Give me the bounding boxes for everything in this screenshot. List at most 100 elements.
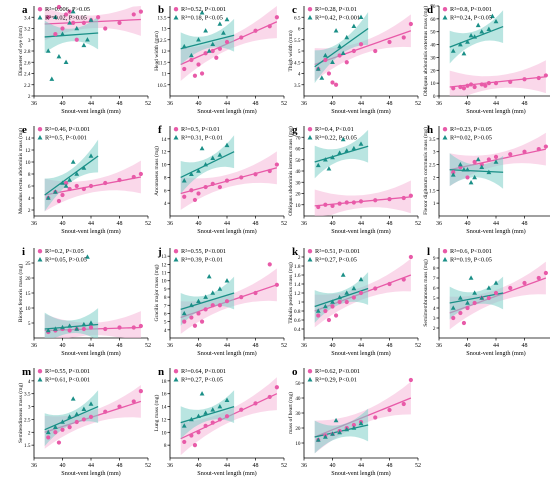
y-tick-label: 4 xyxy=(164,328,167,334)
stats-label: R²=0.05, P>0.05 xyxy=(45,257,87,264)
y-tick-label: 10 xyxy=(161,279,167,285)
x-tick-label: 40 xyxy=(60,221,66,227)
data-point xyxy=(203,28,209,33)
stats-label: R²=0.8, P<0.001 xyxy=(450,6,492,13)
data-point xyxy=(267,262,272,267)
legend-marker xyxy=(442,249,448,254)
y-tick-label: 40 xyxy=(295,396,301,402)
panel-m: 36 40 44 48 52 1.5 2 2.5 3 3.5 4 Snout-vent length … xyxy=(17,366,151,477)
x-tick-label: 48 xyxy=(522,343,528,349)
y-tick-label: 5.5 xyxy=(294,38,301,44)
data-point xyxy=(60,180,65,185)
panel-o: 36 40 44 48 52 10 20 30 40 50 Snout-vent length (m… xyxy=(287,366,421,477)
y-tick-label: 8 xyxy=(164,295,167,301)
y-tick-label: 6 xyxy=(28,184,31,190)
stats-label: R²=0.27, P<0.05 xyxy=(181,377,223,384)
x-tick-label: 36 xyxy=(436,343,442,349)
data-point xyxy=(138,389,143,394)
data-point xyxy=(340,272,346,277)
panel-letter: n xyxy=(158,366,164,378)
data-point xyxy=(60,419,65,424)
data-point xyxy=(217,21,223,26)
data-point xyxy=(358,141,364,146)
data-point xyxy=(117,325,122,330)
legend-marker xyxy=(173,369,179,374)
legend-marker xyxy=(37,15,43,20)
y-tick-label: 25 xyxy=(25,261,31,267)
x-tick-label: 36 xyxy=(167,343,173,349)
x-tick-label: 48 xyxy=(253,101,259,107)
stats-label: R²=0.19, P<0.05 xyxy=(450,257,492,264)
x-tick-label: 36 xyxy=(301,101,307,107)
data-point xyxy=(508,152,513,157)
y-tick-label: 30 xyxy=(295,180,301,186)
y-axis-title: Tibialis posticus mass (mg) xyxy=(287,262,294,324)
y-tick-label: 3 xyxy=(28,405,31,411)
y-axis-title: Head width (mm) xyxy=(153,31,160,71)
x-tick-label: 48 xyxy=(253,221,259,227)
data-point xyxy=(138,171,143,177)
y-tick-label: 20 xyxy=(25,276,31,282)
data-point xyxy=(468,82,474,87)
y-tick-label: 50 xyxy=(430,30,436,36)
x-tick-label: 40 xyxy=(330,101,336,107)
data-point xyxy=(458,310,463,316)
y-tick-label: 40 xyxy=(295,169,301,175)
legend-marker xyxy=(37,127,43,132)
legend-marker xyxy=(442,7,448,12)
x-tick-label: 44 xyxy=(493,221,499,227)
y-tick-label: 2.4 xyxy=(24,72,31,78)
data-point xyxy=(210,48,215,54)
data-point xyxy=(330,431,335,436)
stats-label: R²=0.28, P<0.01 xyxy=(315,6,357,13)
x-tick-label: 36 xyxy=(301,221,307,227)
stats-label: R²=0.24, P<0.05 xyxy=(450,15,492,22)
y-tick-label: 70 xyxy=(430,4,436,10)
y-tick-label: 60 xyxy=(430,17,436,23)
y-tick-label: 10 xyxy=(25,306,31,312)
data-point xyxy=(46,15,51,20)
data-point xyxy=(461,50,467,56)
data-point xyxy=(493,154,499,159)
data-point xyxy=(45,429,51,435)
data-point xyxy=(340,136,346,142)
data-point xyxy=(468,32,474,38)
data-point xyxy=(67,328,72,333)
regression-line xyxy=(449,292,504,304)
panel-e: 36 40 44 48 52 2 4 6 8 10 12 14 Snout-vent length (m… xyxy=(17,124,151,235)
data-point xyxy=(224,16,230,22)
y-tick-label: 12 xyxy=(161,417,167,423)
y-tick-label: 2.6 xyxy=(24,60,31,66)
data-point xyxy=(45,48,51,53)
data-point xyxy=(465,175,470,180)
data-point xyxy=(224,39,230,45)
y-tick-label: 2 xyxy=(28,430,31,436)
data-point xyxy=(387,281,392,287)
data-point xyxy=(85,254,90,259)
legend-marker xyxy=(307,249,313,254)
data-point xyxy=(74,25,80,31)
legend-marker xyxy=(442,127,448,132)
data-point xyxy=(253,401,258,406)
data-point xyxy=(60,324,65,330)
data-point xyxy=(224,414,230,419)
data-point xyxy=(333,28,339,33)
y-tick-label: 2.5 xyxy=(429,163,436,169)
x-tick-label: 48 xyxy=(387,221,393,227)
y-axis-title: Musculus rectus abdominis mass (mg) xyxy=(17,128,24,214)
data-point xyxy=(486,26,492,31)
x-tick-label: 48 xyxy=(117,343,123,349)
y-tick-label: 10 xyxy=(25,160,31,166)
data-point xyxy=(337,429,343,435)
legend-marker xyxy=(37,369,43,374)
panel-f: 36 40 44 48 52 4 6 8 10 12 14 Snout-vent length (mm… xyxy=(153,124,287,235)
y-tick-label: 2 xyxy=(28,94,31,100)
panel-letter: f xyxy=(158,124,162,136)
data-point xyxy=(315,437,321,442)
stats-label: R²=0.39, P<0.01 xyxy=(181,257,223,264)
data-point xyxy=(196,168,201,173)
data-point xyxy=(192,197,198,203)
data-point xyxy=(117,177,122,183)
stats-label: R²=0.23, P<0.05 xyxy=(450,126,492,133)
data-point xyxy=(493,280,499,285)
